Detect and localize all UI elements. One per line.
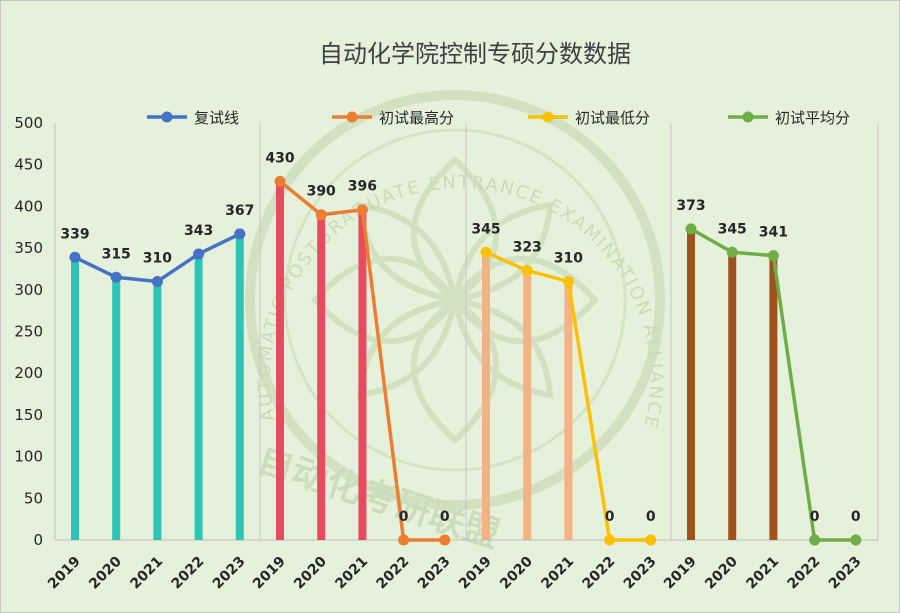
legend-label: 复试线 bbox=[194, 109, 239, 127]
data-label: 0 bbox=[851, 509, 861, 525]
data-point-初试最高分 bbox=[274, 175, 286, 187]
data-label: 310 bbox=[554, 250, 583, 266]
data-label: 0 bbox=[399, 509, 409, 525]
legend: 复试线 初试最高分 初试最低分 初试平均分 bbox=[147, 109, 850, 127]
y-tick-label: 500 bbox=[14, 114, 43, 132]
bar-复试线 bbox=[71, 257, 79, 540]
bar-复试线 bbox=[194, 253, 203, 541]
data-point-初试最低分 bbox=[521, 265, 533, 277]
data-point-复试线 bbox=[151, 275, 163, 287]
bar-初试最高分 bbox=[358, 209, 367, 540]
data-point-初试最低分 bbox=[480, 246, 492, 258]
chart-title: 自动化学院控制专硕分数数据 bbox=[319, 40, 631, 68]
y-tick-label: 450 bbox=[14, 156, 43, 174]
bar-复试线 bbox=[112, 277, 121, 540]
data-point-复试线 bbox=[110, 271, 122, 283]
group-separators bbox=[259, 123, 879, 540]
data-label: 373 bbox=[676, 198, 705, 214]
legend-marker-初试平均分 bbox=[742, 111, 754, 123]
data-point-初试平均分 bbox=[685, 223, 697, 235]
bar-初试最低分 bbox=[564, 281, 573, 540]
data-label: 0 bbox=[810, 509, 820, 525]
points-layer bbox=[69, 175, 862, 546]
data-point-初试最高分 bbox=[315, 209, 327, 221]
data-point-初试平均分 bbox=[767, 250, 779, 262]
data-labels-layer: 339 315 310 343 367 430 390 396 0 0 345 323 310 0 0 373… bbox=[60, 150, 861, 525]
legend-marker-初试最高分 bbox=[346, 111, 358, 123]
data-label: 0 bbox=[605, 509, 615, 525]
y-tick-label: 150 bbox=[14, 406, 43, 424]
bar-初试最高分 bbox=[317, 214, 326, 541]
bars-layer bbox=[71, 181, 778, 541]
bar-初试最高分 bbox=[276, 181, 284, 540]
y-tick-label: 0 bbox=[33, 531, 43, 549]
data-label: 396 bbox=[348, 179, 377, 195]
bar-初试平均分 bbox=[769, 255, 778, 540]
data-point-初试最低分 bbox=[604, 534, 616, 546]
y-tick-label: 350 bbox=[14, 239, 43, 257]
y-tick-label: 50 bbox=[24, 489, 43, 507]
data-label: 390 bbox=[307, 184, 336, 200]
data-label: 367 bbox=[225, 203, 254, 219]
bar-初试最低分 bbox=[523, 270, 532, 540]
data-point-初试平均分 bbox=[809, 534, 821, 546]
data-label: 315 bbox=[102, 246, 131, 262]
data-point-初试最高分 bbox=[398, 534, 410, 546]
watermark-inner-ring bbox=[283, 128, 627, 472]
legend-label: 初试最高分 bbox=[379, 109, 454, 127]
data-point-初试平均分 bbox=[726, 246, 738, 258]
data-point-初试平均分 bbox=[850, 534, 862, 546]
bar-初试平均分 bbox=[728, 252, 737, 540]
data-point-初试最高分 bbox=[439, 534, 451, 546]
data-label: 0 bbox=[440, 509, 450, 525]
data-label: 343 bbox=[184, 223, 213, 239]
bar-初试最低分 bbox=[482, 252, 490, 540]
data-label: 0 bbox=[646, 509, 656, 525]
watermark-ring bbox=[245, 90, 665, 510]
bar-复试线 bbox=[153, 281, 162, 540]
data-point-初试最低分 bbox=[562, 275, 574, 287]
legend-marker-复试线 bbox=[161, 111, 173, 123]
legend-marker-初试最低分 bbox=[542, 111, 554, 123]
y-tick-label: 100 bbox=[14, 448, 43, 466]
y-tick-label: 400 bbox=[14, 197, 43, 215]
data-point-复试线 bbox=[193, 248, 205, 260]
y-axis: 0 50 100 150 200 250 300 350 400 450 500 bbox=[14, 114, 56, 549]
data-label: 339 bbox=[60, 226, 89, 242]
legend-label: 初试最低分 bbox=[575, 109, 650, 127]
data-point-初试最高分 bbox=[356, 204, 368, 216]
data-label: 323 bbox=[513, 240, 542, 256]
data-label: 345 bbox=[718, 221, 747, 237]
y-tick-label: 300 bbox=[14, 281, 43, 299]
data-point-复试线 bbox=[69, 251, 81, 263]
data-label: 310 bbox=[143, 250, 172, 266]
data-label: 341 bbox=[759, 225, 788, 241]
bar-初试平均分 bbox=[687, 228, 695, 540]
y-tick-label: 200 bbox=[14, 364, 43, 382]
bar-复试线 bbox=[235, 233, 244, 540]
data-point-初试最低分 bbox=[645, 534, 657, 546]
data-point-复试线 bbox=[234, 228, 246, 240]
y-tick-label: 250 bbox=[14, 323, 43, 341]
data-label: 430 bbox=[265, 150, 294, 166]
data-label: 345 bbox=[471, 221, 500, 237]
legend-label: 初试平均分 bbox=[775, 109, 850, 127]
